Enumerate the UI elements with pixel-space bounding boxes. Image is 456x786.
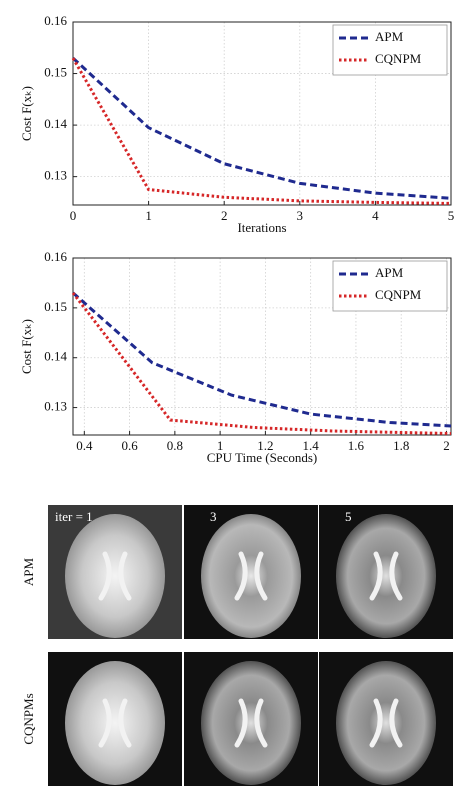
ventricle (234, 698, 268, 748)
legend-box (332, 260, 448, 312)
row-label: CQNPMs (21, 693, 36, 744)
y-tick-label: 0.13 (44, 168, 67, 183)
y-tick-label: 0.13 (44, 399, 67, 414)
x-tick-label: 0 (70, 208, 77, 223)
x-tick-label: 0.8 (167, 438, 183, 453)
ventricle (369, 551, 403, 601)
x-tick-label: 2 (221, 208, 228, 223)
brain (201, 661, 301, 785)
x-tick-label: 3 (297, 208, 304, 223)
brain (201, 514, 301, 638)
column-label: 3 (210, 509, 217, 524)
x-tick-label: 1.4 (303, 438, 320, 453)
y-axis-label: Cost F(xₖ) (19, 86, 34, 141)
x-tick-label: 5 (448, 208, 455, 223)
y-tick-label: 0.16 (44, 13, 67, 28)
series-line (71, 57, 452, 205)
series-line (72, 291, 452, 428)
column-label: 5 (345, 509, 352, 524)
ventricle (98, 551, 132, 601)
legend-label: APM (375, 265, 404, 280)
x-axis-label: Iterations (237, 220, 286, 235)
plot-frame (72, 257, 452, 436)
ventricle (234, 551, 268, 601)
y-tick-label: 0.15 (44, 299, 67, 314)
series-line (71, 56, 452, 200)
x-axis-label: CPU Time (Seconds) (207, 450, 318, 465)
x-tick-label: 1.2 (257, 438, 273, 453)
legend-box (332, 24, 448, 76)
plot-frame (72, 21, 452, 206)
x-tick-label: 2 (443, 438, 450, 453)
legend-label: CQNPM (375, 51, 422, 66)
x-tick-label: 0.6 (121, 438, 138, 453)
y-tick-label: 0.15 (44, 65, 67, 80)
x-tick-label: 4 (372, 208, 379, 223)
ventricle (369, 698, 403, 748)
legend-label: CQNPM (375, 287, 422, 302)
ventricle (98, 698, 132, 748)
y-tick-label: 0.14 (44, 349, 67, 364)
brain (336, 514, 436, 638)
y-axis-label: Cost F(xₖ) (19, 319, 34, 374)
x-tick-label: 0.4 (76, 438, 93, 453)
y-tick-label: 0.16 (44, 249, 67, 264)
x-tick-label: 1.6 (348, 438, 365, 453)
column-label: iter = 1 (55, 509, 93, 524)
brain (65, 661, 165, 785)
legend-label: APM (375, 29, 404, 44)
x-tick-label: 1.8 (393, 438, 409, 453)
brain (336, 661, 436, 785)
x-tick-label: 1 (145, 208, 152, 223)
y-tick-label: 0.14 (44, 116, 67, 131)
brain (65, 514, 165, 638)
x-tick-label: 1 (217, 438, 224, 453)
row-label: APM (21, 557, 36, 586)
